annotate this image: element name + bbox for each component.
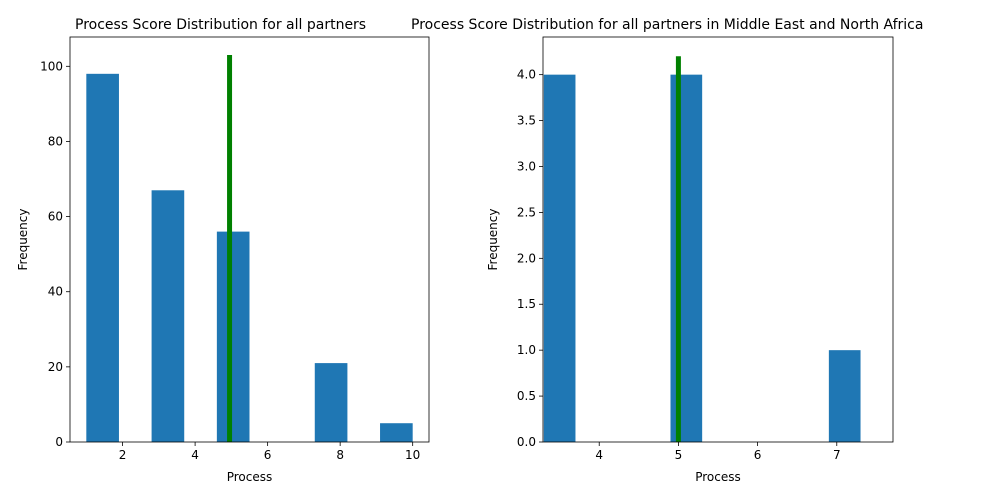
x-axis-label: Process xyxy=(695,470,741,484)
y-axis-label: Frequency xyxy=(486,209,500,271)
y-tick-label: 3.0 xyxy=(517,159,536,173)
histogram-bar xyxy=(543,74,576,442)
y-tick-label: 80 xyxy=(48,134,63,148)
histogram-bar xyxy=(828,350,861,442)
y-tick-label: 1.5 xyxy=(517,297,536,311)
y-tick-label: 40 xyxy=(48,285,63,299)
y-tick-label: 2.0 xyxy=(517,251,536,265)
histogram-bar xyxy=(380,423,413,442)
y-tick-label: 0 xyxy=(55,435,63,449)
chart-title: Process Score Distribution for all partn… xyxy=(75,17,366,33)
chart-mena-partners: 4 5 6 7 0.0 0.5 1.0 1.5 2.0 2.5 3.0 3.5 4.0 Process Fr… xyxy=(411,17,923,484)
y-axis-label: Frequency xyxy=(16,209,30,271)
y-tick-label: 20 xyxy=(48,360,63,374)
y-tick-label: 4.0 xyxy=(517,68,536,82)
histogram-bar xyxy=(670,74,703,442)
x-tick-label: 10 xyxy=(405,448,420,462)
axes-frame xyxy=(542,36,894,443)
y-tick-label: 3.5 xyxy=(517,114,536,128)
y-tick-label: 0.0 xyxy=(517,435,536,449)
x-axis-label: Process xyxy=(227,470,273,484)
y-tick-label: 2.5 xyxy=(517,205,536,219)
histogram-bar xyxy=(314,363,348,442)
histogram-bar xyxy=(86,73,119,443)
chart-all-partners: 2 4 6 8 10020406080100ProcessFrequencyProces… xyxy=(16,17,430,484)
axes-frame xyxy=(69,36,430,443)
x-tick-label: 5 xyxy=(675,448,683,462)
y-tick-label: 100 xyxy=(40,59,63,73)
chart-title: Process Score Distribution for all partn… xyxy=(411,17,923,33)
x-tick-label: 2 xyxy=(119,448,127,462)
x-tick-label: 4 xyxy=(595,448,603,462)
x-tick-label: 6 xyxy=(754,448,762,462)
x-tick-label: 7 xyxy=(833,448,841,462)
y-tick-label: 60 xyxy=(48,210,63,224)
histogram-bar xyxy=(216,231,250,442)
x-tick-label: 4 xyxy=(191,448,199,462)
y-tick-label: 1.0 xyxy=(517,343,536,357)
x-tick-label: 6 xyxy=(264,448,272,462)
x-tick-label: 8 xyxy=(336,448,344,462)
y-tick-label: 0.5 xyxy=(517,389,536,403)
histogram-bar xyxy=(151,190,185,442)
